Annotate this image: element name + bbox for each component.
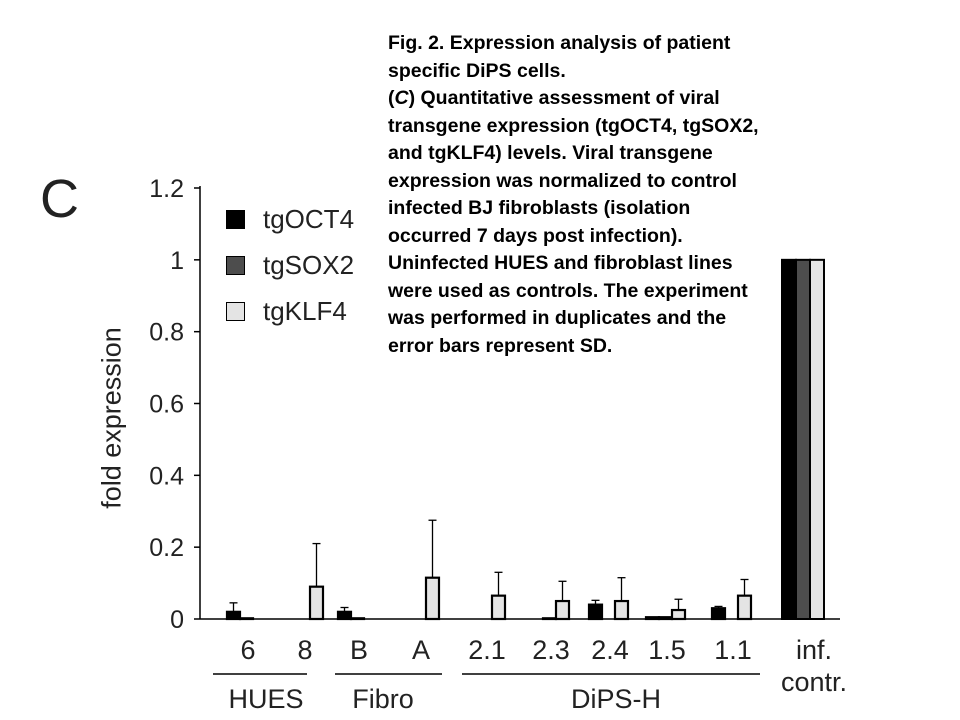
bar-tgoct4 [587,603,604,621]
legend-item-tgsox2: tgSOX2 [226,242,354,288]
legend-label-tgoct4: tgOCT4 [263,203,355,234]
bar-tgoct4 [710,607,727,621]
bar-tgoct4 [781,258,797,620]
legend-item-tgklf4: tgKLF4 [226,288,354,334]
legend-label-tgklf4: tgKLF4 [263,295,347,326]
y-tick-label: 0.6 [149,391,184,419]
category-label: 1.1 [714,635,752,665]
bar-tgklf4 [736,594,753,621]
bar-tgoct4 [225,610,242,621]
category-label: 2.1 [468,635,506,665]
category-label: 1.5 [648,635,686,665]
bar-tgklf4 [809,258,825,620]
y-axis-label: fold expression [96,327,127,509]
bar-tgoct4 [336,610,353,621]
x-axis: 6 8 B A 2.1 2.3 2.4 1.5 1.1 inf. contr. HUES Fibro Di… [213,635,847,714]
figure-caption: Fig. 2. Expression analysis of patient s… [388,30,768,360]
bar-tgklf4 [308,585,325,621]
caption-title: Fig. 2. Expression analysis of patient s… [388,32,731,82]
category-label: 2.3 [532,635,570,665]
legend-swatch-tgklf4 [226,301,245,321]
category-label: inf. contr. [781,635,847,697]
bar-tgklf4 [490,594,507,621]
group-label: Fibro [352,684,414,714]
caption-panel-letter: C [394,87,409,109]
legend-label-tgsox2: tgSOX2 [263,249,355,280]
y-tick-label: 1.2 [149,175,184,203]
group-label: HUES [228,684,303,714]
bar-tgklf4 [670,608,687,621]
category-label: A [412,635,430,665]
category-label: 2.4 [591,635,629,665]
legend-item-tgoct4: tgOCT4 [226,196,354,242]
y-tick-label: 1 [170,247,184,275]
bars [225,258,825,621]
bar-tgsox2 [541,617,558,621]
bar-tgklf4 [554,599,571,621]
y-tick-label: 0.4 [149,462,184,490]
bar-tgklf4 [424,576,441,621]
caption-body: ) Quantitative assessment of viral trans… [388,87,759,357]
category-label: 8 [297,635,312,665]
panel-letter: C [40,169,79,229]
bar-tgklf4 [613,599,630,621]
bar-tgsox2 [795,258,811,620]
y-axis: 0 0.2 0.4 0.6 0.8 1 1.2 [149,175,840,634]
bar-tgoct4 [644,616,661,621]
bar-tgsox2 [349,617,366,621]
group-label: DiPS-H [571,684,661,714]
y-tick-label: 0 [170,606,184,634]
legend-swatch-tgoct4 [226,209,245,229]
caption-paren-open: ( [388,87,395,109]
y-tick-label: 0.2 [149,534,184,562]
bar-tgsox2 [657,616,674,621]
legend-swatch-tgsox2 [226,255,245,275]
category-label: 6 [240,635,255,665]
y-tick-label: 0.8 [149,319,184,347]
legend: tgOCT4 tgSOX2 tgKLF4 [226,196,354,334]
bar-tgsox2 [238,617,255,621]
category-label: B [350,635,368,665]
